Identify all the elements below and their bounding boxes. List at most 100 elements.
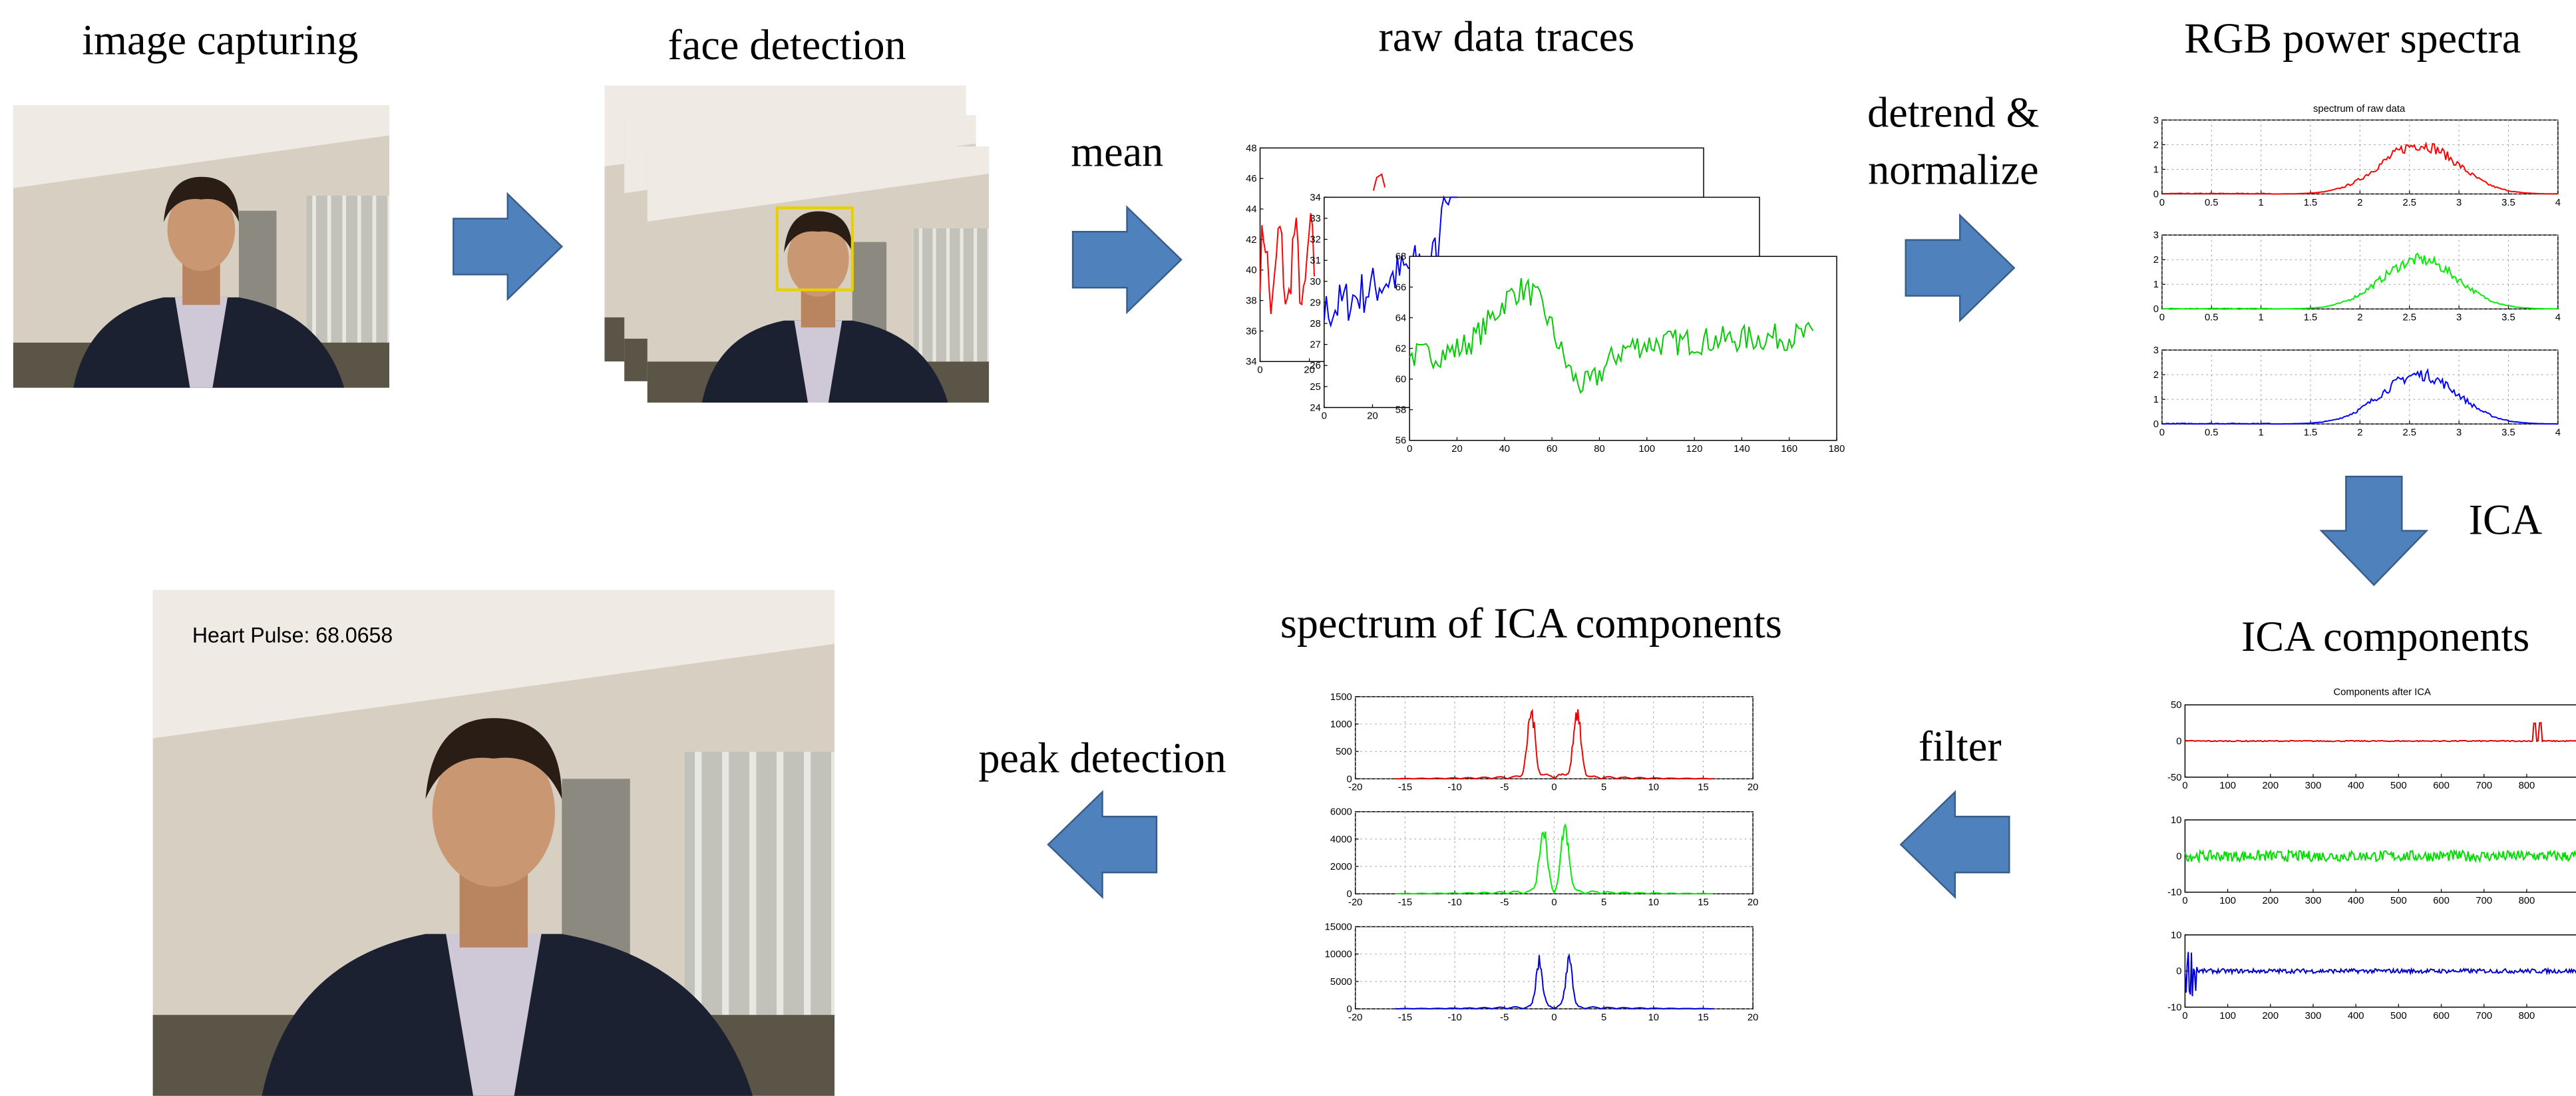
tick-label: 700 xyxy=(2476,1011,2492,1021)
tick-label: -10 xyxy=(2167,1002,2181,1013)
tick-label: 15 xyxy=(1698,897,1708,908)
tick-label: 15 xyxy=(1698,783,1708,793)
tick-label: 0 xyxy=(2159,427,2165,438)
tick-label: 0 xyxy=(2176,737,2181,747)
tick-label: 400 xyxy=(2348,781,2364,791)
tick-label: -5 xyxy=(1500,1012,1509,1023)
stage-label: face detection xyxy=(668,21,906,69)
tick-label: -10 xyxy=(1447,783,1461,793)
stage-label: image capturing xyxy=(82,17,358,64)
tick-label: 2.5 xyxy=(2402,313,2416,323)
tick-label: 1.5 xyxy=(2304,198,2318,208)
tick-label: 500 xyxy=(1336,747,1352,757)
step-label: peak detection xyxy=(978,734,1226,781)
tick-label: 700 xyxy=(2476,896,2492,906)
arrow xyxy=(1906,216,2014,321)
arrow xyxy=(453,194,562,299)
tick-label: 4000 xyxy=(1330,834,1352,845)
tick-label: 0.5 xyxy=(2205,427,2219,438)
tick-label: 20 xyxy=(1367,411,1378,422)
tick-label: 10 xyxy=(1648,1012,1659,1023)
tick-label: 2 xyxy=(2357,198,2362,208)
step-label: normalize xyxy=(1868,146,2039,194)
tick-label: 120 xyxy=(1686,444,1703,455)
tick-label: 2 xyxy=(2357,427,2362,438)
tick-label: 58 xyxy=(1395,405,1406,416)
window xyxy=(914,228,989,372)
tick-label: -5 xyxy=(1500,897,1509,908)
tick-label: 0 xyxy=(1407,444,1412,455)
tick-label: 5000 xyxy=(1330,977,1352,988)
tick-label: 140 xyxy=(1734,444,1750,455)
tick-label: -50 xyxy=(2167,773,2181,783)
tick-label: 60 xyxy=(1547,444,1557,455)
tick-label: 20 xyxy=(1748,783,1758,793)
tick-label: 700 xyxy=(2476,781,2492,791)
tick-label: 800 xyxy=(2519,896,2535,906)
tick-label: 3.5 xyxy=(2501,198,2515,208)
tick-label: 0 xyxy=(2159,313,2165,323)
tick-label: 0 xyxy=(2182,896,2187,906)
tick-label: 80 xyxy=(1594,444,1604,455)
tick-label: 400 xyxy=(2348,896,2364,906)
tick-label: 42 xyxy=(1246,235,1256,246)
tick-label: 1.5 xyxy=(2304,427,2318,438)
tick-label: 4 xyxy=(2555,198,2561,208)
tick-label: 6000 xyxy=(1330,807,1352,818)
tick-label: 1 xyxy=(2259,198,2264,208)
pipeline-diagram: image capturing face detection raw data … xyxy=(0,0,2576,1096)
tick-label: 26 xyxy=(1310,361,1320,371)
tick-label: 31 xyxy=(1310,256,1320,266)
tick-label: 0 xyxy=(2153,189,2159,200)
plot-title: Components after ICA xyxy=(2333,687,2431,697)
tick-label: -10 xyxy=(1447,897,1461,908)
step-label: filter xyxy=(1919,723,2002,770)
tick-label: 66 xyxy=(1395,282,1406,293)
tick-label: 1 xyxy=(2259,427,2264,438)
step-label: ICA xyxy=(2469,496,2543,544)
tick-label: 24 xyxy=(1310,403,1320,413)
tick-label: 3 xyxy=(2153,230,2159,241)
window xyxy=(307,196,389,354)
tick-label: -15 xyxy=(1398,783,1412,793)
tick-label: 0.5 xyxy=(2205,198,2219,208)
tick-label: 2 xyxy=(2153,140,2159,150)
tick-label: 30 xyxy=(1310,277,1320,287)
tick-label: 160 xyxy=(1781,444,1797,455)
tick-label: 46 xyxy=(1246,174,1256,184)
arrow xyxy=(2321,476,2426,585)
tick-label: 500 xyxy=(2390,781,2407,791)
tick-label: 36 xyxy=(1246,326,1256,337)
tick-label: 0 xyxy=(2153,304,2159,315)
tick-label: -20 xyxy=(1348,897,1362,908)
tick-label: 15 xyxy=(1698,1012,1708,1023)
tick-label: 28 xyxy=(1310,319,1320,329)
tick-label: -20 xyxy=(1348,783,1362,793)
tick-label: 34 xyxy=(1310,192,1320,203)
tick-label: -15 xyxy=(1398,1012,1412,1023)
tick-label: 0 xyxy=(2182,1011,2187,1021)
plot-title: spectrum of raw data xyxy=(2313,104,2406,114)
step-label: mean xyxy=(1071,128,1163,176)
tick-label: 3 xyxy=(2456,313,2462,323)
tick-label: 400 xyxy=(2348,1011,2364,1021)
tick-label: -15 xyxy=(1398,897,1412,908)
tick-label: 3 xyxy=(2153,115,2159,126)
tick-label: 50 xyxy=(2171,700,2181,711)
tick-label: 56 xyxy=(1395,436,1406,447)
tick-label: 300 xyxy=(2305,1011,2322,1021)
tick-label: 500 xyxy=(2390,1011,2407,1021)
tick-label: 20 xyxy=(1748,1012,1758,1023)
tick-label: 4 xyxy=(2555,427,2561,438)
tick-label: 62 xyxy=(1395,343,1406,354)
tick-label: 3.5 xyxy=(2501,313,2515,323)
tick-label: 3 xyxy=(2456,427,2462,438)
tick-label: 2.5 xyxy=(2402,427,2416,438)
tick-label: 68 xyxy=(1395,252,1406,262)
photo xyxy=(153,590,835,1095)
tick-label: 10 xyxy=(2171,815,2181,826)
tick-label: 600 xyxy=(2433,1011,2450,1021)
tick-label: 10 xyxy=(1648,897,1659,908)
tick-label: 600 xyxy=(2433,781,2450,791)
arrow xyxy=(1901,792,2009,897)
